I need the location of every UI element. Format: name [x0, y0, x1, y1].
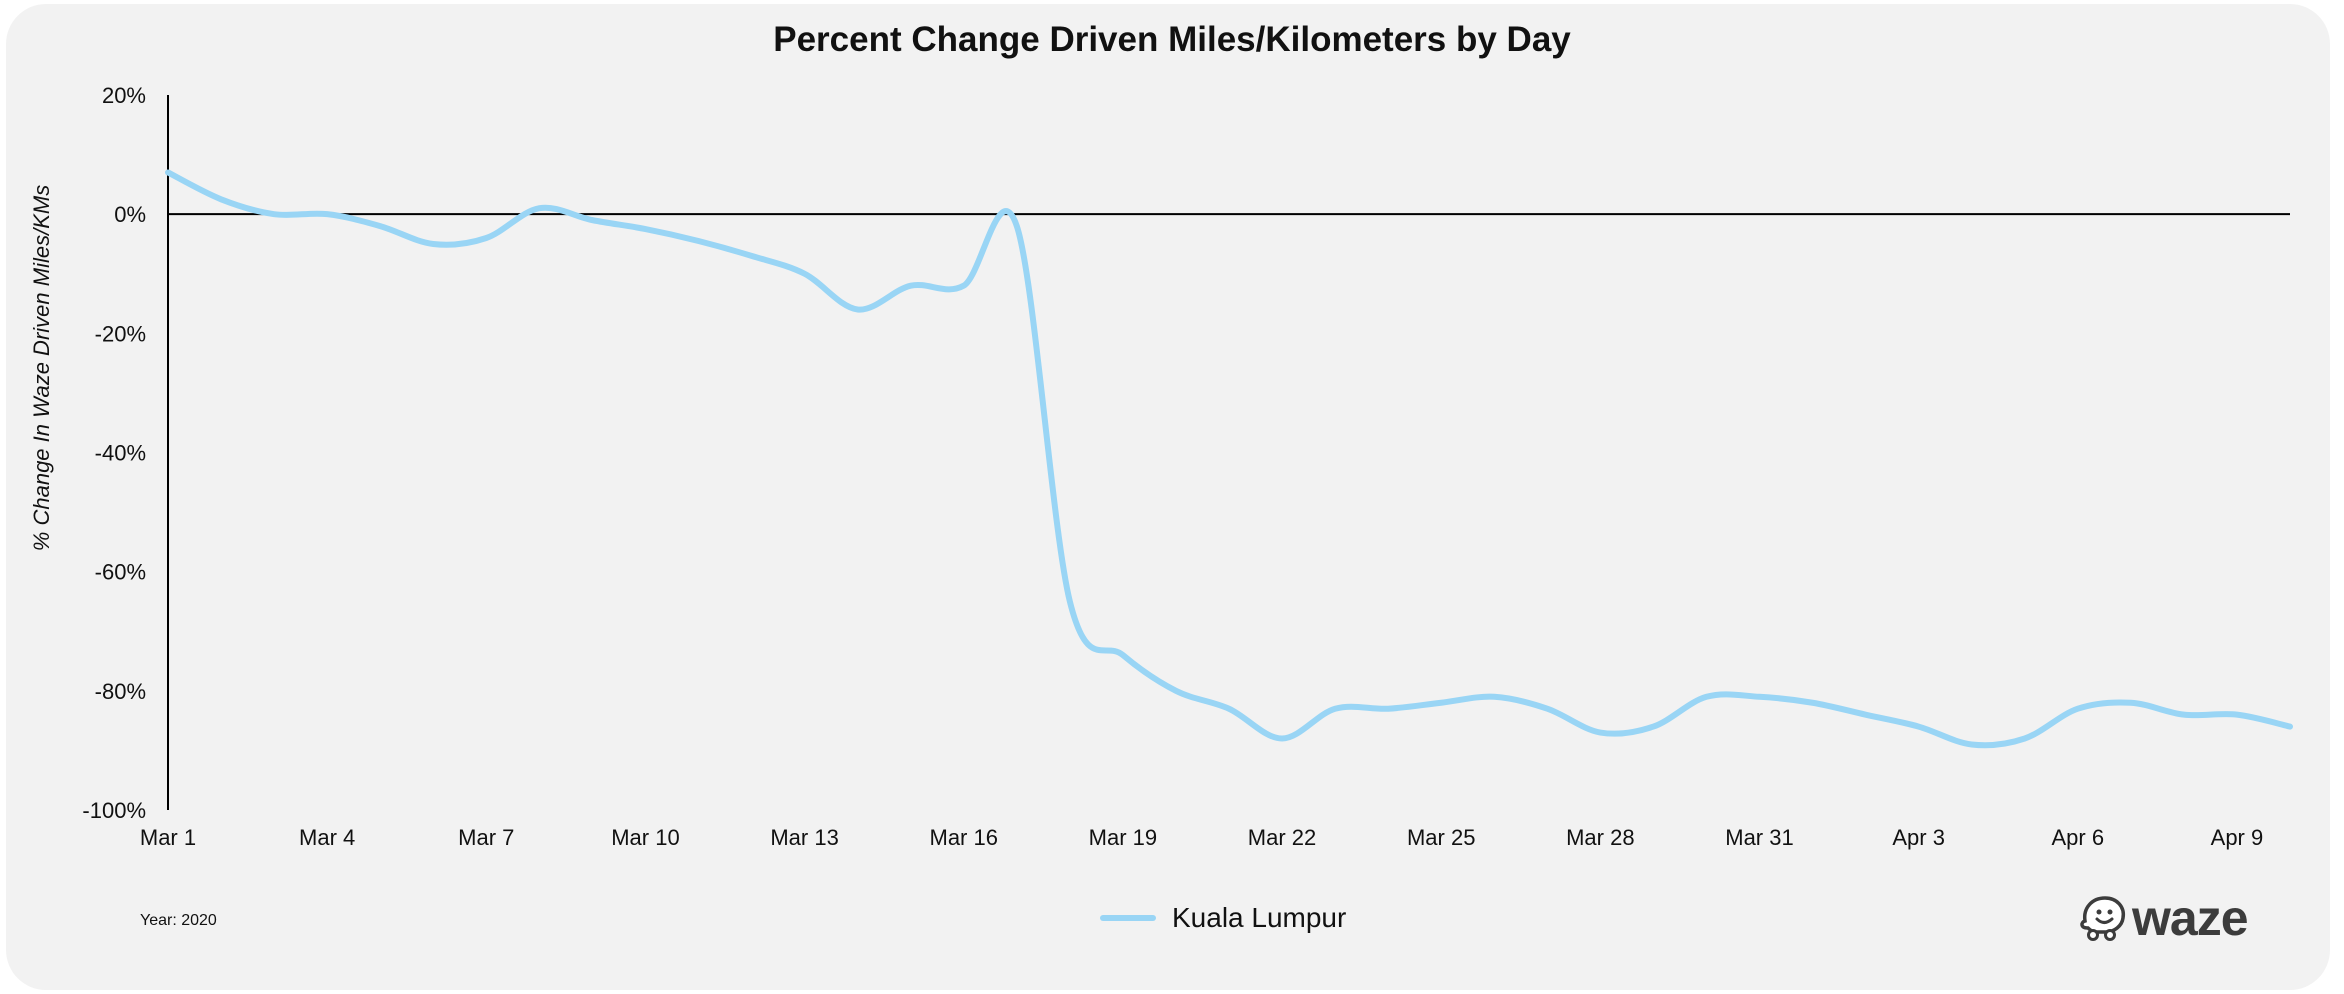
waze-logo: waze [2078, 890, 2249, 946]
x-tick-label: Mar 13 [770, 825, 838, 850]
legend: Kuala Lumpur [1100, 902, 1346, 934]
x-tick-label: Mar 31 [1725, 825, 1793, 850]
x-tick-label: Mar 4 [299, 825, 355, 850]
waze-icon [2080, 896, 2126, 941]
x-tick-label: Apr 3 [1892, 825, 1945, 850]
x-tick-label: Apr 6 [2052, 825, 2105, 850]
y-tick-label: 0% [114, 202, 146, 227]
logo-text: waze [2132, 890, 2249, 946]
x-tick-label: Mar 19 [1089, 825, 1157, 850]
x-tick-label: Mar 16 [930, 825, 998, 850]
y-tick-label: -40% [95, 441, 146, 466]
x-tick-label: Mar 28 [1566, 825, 1634, 850]
legend-label: Kuala Lumpur [1172, 902, 1347, 933]
y-axis-label: % Change In Waze Driven Miles/KMs [29, 184, 54, 552]
series-line-kuala-lumpur [165, 169, 2293, 749]
year-note: Year: 2020 [140, 912, 217, 929]
x-tick-label: Mar 22 [1248, 825, 1316, 850]
x-tick-label: Mar 25 [1407, 825, 1475, 850]
x-tick-label: Mar 10 [611, 825, 679, 850]
y-tick-label: -60% [95, 560, 146, 585]
y-tick-label: 20% [102, 83, 146, 108]
chart-title: Percent Change Driven Miles/Kilometers b… [773, 20, 1571, 59]
chart-card [6, 4, 2330, 990]
y-tick-label: -20% [95, 321, 146, 346]
legend-swatch [1100, 915, 1156, 921]
x-tick-label: Mar 1 [140, 825, 196, 850]
y-tick-label: -100% [82, 798, 146, 823]
x-tick-label: Mar 7 [458, 825, 514, 850]
y-tick-label: -80% [95, 679, 146, 704]
x-tick-label: Apr 9 [2211, 825, 2264, 850]
